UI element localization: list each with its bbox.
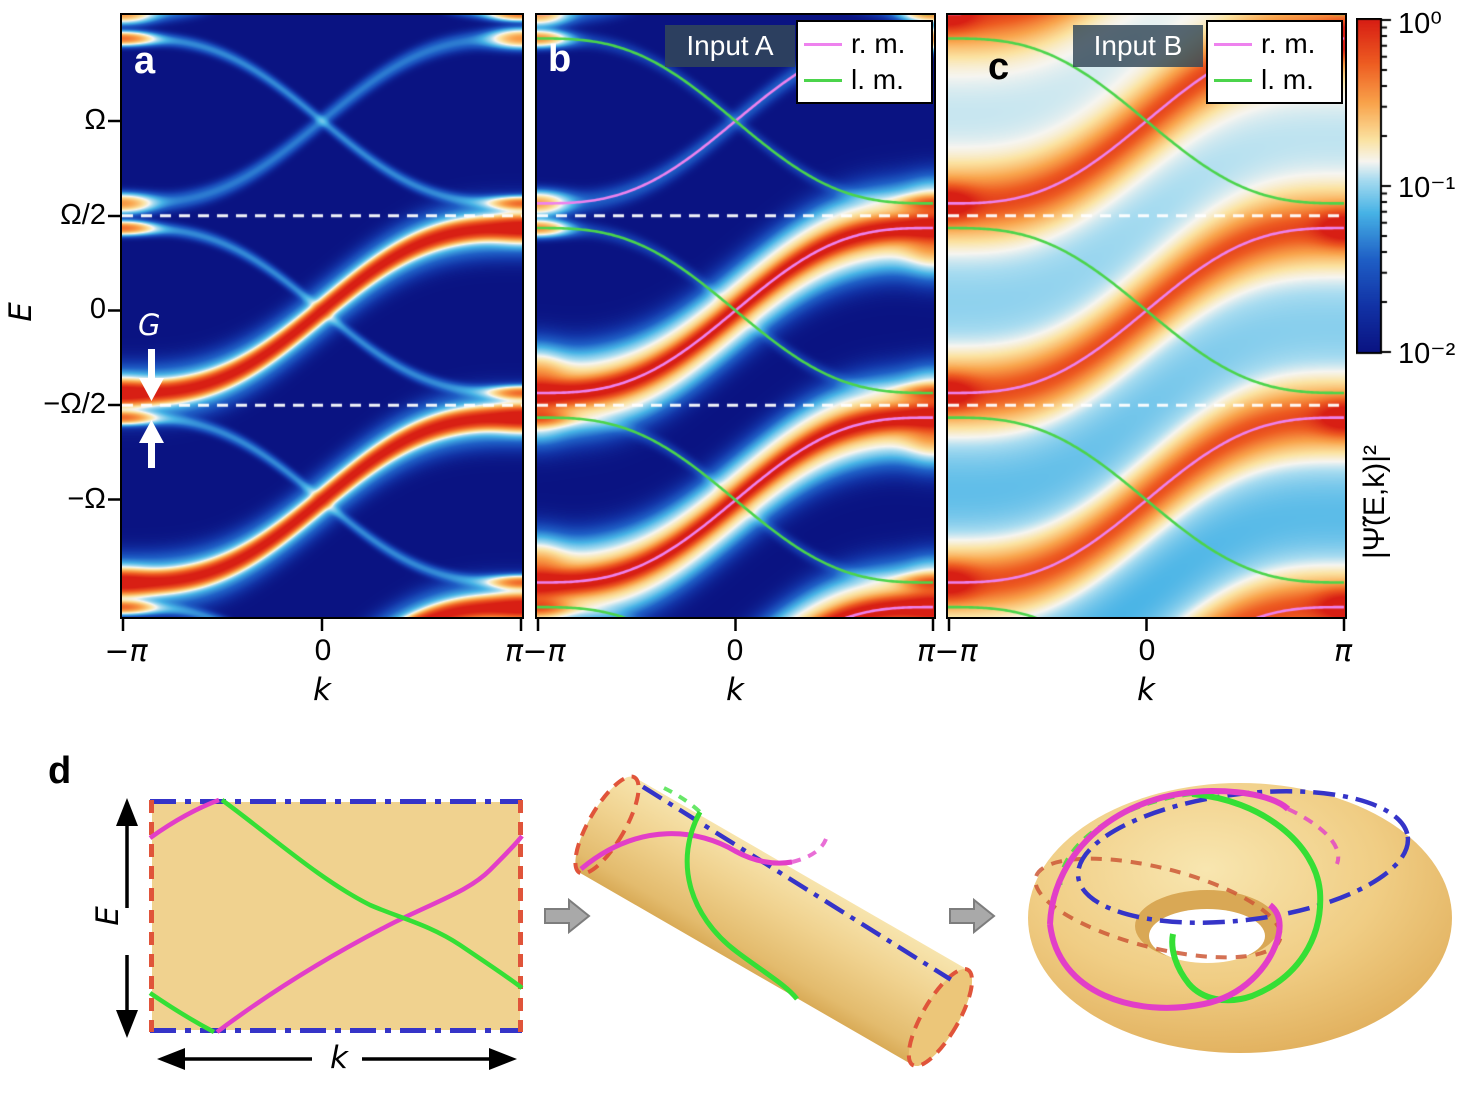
transform-arrow-2: [949, 897, 996, 935]
y-tick-omega-half: Ω/2: [60, 199, 106, 231]
panel-letter-a: a: [134, 40, 156, 82]
right-mover-line-icon: [1214, 42, 1252, 46]
legend-panel-c: r. m. l. m.: [1206, 20, 1343, 104]
y-tick-minus-omega: −Ω: [67, 483, 106, 515]
x-tick-b-zero: 0: [726, 634, 744, 667]
torus: [1028, 783, 1452, 1053]
input-a-badge: Input A: [665, 25, 795, 67]
right-arrow-icon: [949, 897, 996, 935]
x-tick-c-pi: π: [1333, 634, 1353, 669]
cylinder: [573, 774, 975, 1068]
torus-left-mover-hidden: [1058, 792, 1193, 890]
left-mover-line-icon: [1214, 78, 1252, 82]
bz-rectangle: [148, 797, 524, 1034]
colorbar-axis-label: |Ψ̃(E,k)|²: [1358, 445, 1391, 559]
x-tick-a-minus-pi: −π: [104, 634, 148, 669]
cylinder-left-E-seam: [573, 774, 641, 876]
legend-row-lm: l. m.: [804, 64, 925, 96]
x-axis-label-c: k: [1137, 672, 1155, 708]
right-mover-line-icon: [804, 42, 842, 46]
left-mover-curve-main: [220, 798, 524, 990]
legend-row-lm: l. m.: [1214, 64, 1335, 96]
torus-right-mover-bottom: [1047, 902, 1283, 1011]
x-tick-a-zero: 0: [314, 634, 332, 667]
heatmap-panel-b: [535, 13, 936, 619]
bz-rectangle-surface: [152, 802, 520, 1030]
x-tick-c-zero: 0: [1138, 634, 1156, 667]
panel-letter-c: c: [988, 46, 1010, 88]
transform-arrow-1: [544, 897, 591, 935]
legend-label-rm: r. m.: [851, 28, 906, 59]
left-mover-line-icon: [804, 78, 842, 82]
d-k-axis-label: k: [317, 1040, 361, 1076]
cylinder-right-mover: [579, 831, 793, 871]
x-tick-a-pi: π: [504, 634, 524, 669]
gap-label: G: [138, 308, 161, 342]
y-tick-omega: Ω: [84, 104, 106, 136]
colorbar-tick-1e0: 10⁰: [1398, 8, 1442, 40]
legend-row-rm: r. m.: [804, 28, 925, 60]
x-axis-label-b: k: [726, 672, 744, 708]
heatmap-panel-c: [946, 13, 1347, 619]
colorbar: [1356, 18, 1394, 356]
y-tick-zero: 0: [89, 293, 106, 325]
x-axis-ticks: [121, 617, 1346, 631]
cylinder-right-mover-hidden: [791, 838, 828, 864]
torus-E-seam: [1033, 856, 1283, 960]
input-b-badge: Input B: [1073, 25, 1203, 67]
input-b-text: Input B: [1093, 30, 1183, 61]
heatmap-panel-a: [120, 13, 524, 619]
torus-hole: [1149, 909, 1265, 963]
torus-k-seam: [1075, 789, 1411, 925]
x-tick-b-pi: π: [916, 634, 936, 669]
y-axis-ticks: [108, 119, 122, 501]
cylinder-surface: [575, 776, 972, 1066]
panel-letter-b: b: [548, 38, 572, 80]
x-tick-c-minus-pi: −π: [934, 634, 978, 669]
panel-letter-d: d: [48, 750, 72, 792]
legend-row-rm: r. m.: [1214, 28, 1335, 60]
right-mover-curve-upper: [148, 797, 220, 840]
cylinder-right-E-seam: [906, 967, 975, 1068]
torus-left-mover: [1169, 791, 1324, 1004]
x-axis-label-a: k: [313, 672, 331, 708]
cylinder-k-seam: [641, 784, 952, 982]
right-arrow-icon: [544, 897, 591, 935]
torus-surface: [1028, 783, 1452, 1053]
right-mover-curve-main: [215, 834, 524, 1034]
legend-label-rm: r. m.: [1261, 28, 1316, 59]
torus-right-mover-hidden: [1287, 807, 1341, 865]
colorbar-tick-1e-1: 10⁻¹: [1398, 172, 1456, 204]
colorbar-tick-1e-2: 10⁻²: [1398, 338, 1456, 370]
legend-label-lm: l. m.: [1261, 64, 1314, 95]
cylinder-left-mover-hidden: [663, 786, 702, 814]
d-E-axis-label: E: [90, 906, 126, 926]
torus-hole-rim: [1135, 890, 1279, 962]
left-mover-curve-lower: [148, 991, 216, 1034]
x-tick-b-minus-pi: −π: [522, 634, 566, 669]
legend-label-lm: l. m.: [851, 64, 904, 95]
torus-right-mover-top: [1047, 787, 1291, 925]
legend-panel-b: r. m. l. m.: [796, 20, 933, 104]
input-a-text: Input A: [686, 30, 774, 61]
y-tick-minus-omega-half: −Ω/2: [43, 388, 106, 420]
y-axis-label: E: [3, 302, 39, 322]
cylinder-left-mover: [684, 810, 799, 1001]
